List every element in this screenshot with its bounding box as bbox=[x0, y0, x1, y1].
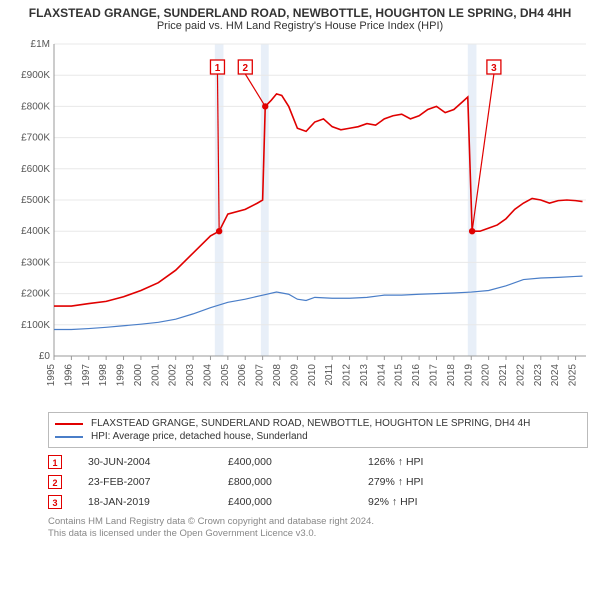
legend-label: FLAXSTEAD GRANGE, SUNDERLAND ROAD, NEWBO… bbox=[91, 418, 581, 429]
footer-attribution: Contains HM Land Registry data © Crown c… bbox=[48, 516, 588, 541]
chart-plot: £0 £100K £200K £300K £400K £500K £600K £700K £80… bbox=[8, 36, 592, 406]
x-axis-tick-label: 2009 bbox=[289, 364, 300, 387]
sale-index-marker: 1 bbox=[48, 455, 62, 469]
sale-row: 2 23-FEB-2007£800,000279% ↑ HPI bbox=[48, 472, 588, 492]
sale-date: 18-JAN-2019 bbox=[88, 492, 228, 512]
sale-row: 3 18-JAN-2019£400,00092% ↑ HPI bbox=[48, 492, 588, 512]
sale-price: £400,000 bbox=[228, 492, 368, 512]
y-axis-tick-label: £200K bbox=[21, 289, 50, 300]
y-axis-tick-label: £0 bbox=[39, 351, 51, 362]
hpi-series bbox=[54, 276, 583, 329]
x-axis-tick-label: 2002 bbox=[168, 364, 179, 387]
chart-container: FLAXSTEAD GRANGE, SUNDERLAND ROAD, NEWBO… bbox=[0, 0, 600, 545]
y-axis-tick-label: £900K bbox=[21, 70, 50, 81]
x-axis-tick-label: 2007 bbox=[255, 364, 266, 387]
y-axis-tick-label: £800K bbox=[21, 101, 50, 112]
x-axis-tick-label: 2008 bbox=[272, 364, 283, 387]
y-axis-tick-label: £600K bbox=[21, 164, 50, 175]
x-axis-tick-label: 1996 bbox=[63, 364, 74, 387]
x-axis-tick-label: 2015 bbox=[394, 364, 405, 387]
x-axis-tick-label: 2017 bbox=[428, 364, 439, 387]
x-axis-tick-label: 2019 bbox=[463, 364, 474, 387]
sale-marker-number: 2 bbox=[243, 63, 249, 74]
chart-subtitle: Price paid vs. HM Land Registry's House … bbox=[8, 20, 592, 32]
sale-hpi-delta: 279% ↑ HPI bbox=[368, 472, 588, 492]
x-axis-tick-label: 2025 bbox=[568, 364, 579, 387]
y-axis-tick-label: £100K bbox=[21, 320, 50, 331]
footer-line-1: Contains HM Land Registry data © Crown c… bbox=[48, 516, 588, 528]
x-axis-tick-label: 2006 bbox=[237, 364, 248, 387]
sales-table: 1 30-JUN-2004£400,000126% ↑ HPI 2 23-FEB-20… bbox=[48, 452, 588, 512]
legend-item: HPI: Average price, detached house, Sund… bbox=[55, 430, 581, 443]
y-axis-tick-label: £400K bbox=[21, 226, 50, 237]
x-axis-tick-label: 2023 bbox=[533, 364, 544, 387]
sale-marker-number: 3 bbox=[491, 63, 497, 74]
sale-date: 23-FEB-2007 bbox=[88, 472, 228, 492]
x-axis-tick-label: 2010 bbox=[307, 364, 318, 387]
x-axis-tick-label: 2022 bbox=[515, 364, 526, 387]
legend-item: FLAXSTEAD GRANGE, SUNDERLAND ROAD, NEWBO… bbox=[55, 417, 581, 430]
x-axis-tick-label: 2012 bbox=[342, 364, 353, 387]
x-axis-tick-label: 1995 bbox=[46, 364, 57, 387]
x-axis-tick-label: 2003 bbox=[185, 364, 196, 387]
x-axis-tick-label: 2018 bbox=[446, 364, 457, 387]
legend-swatch bbox=[55, 423, 83, 425]
sale-index-marker: 2 bbox=[48, 475, 62, 489]
y-axis-tick-label: £300K bbox=[21, 257, 50, 268]
sale-row: 1 30-JUN-2004£400,000126% ↑ HPI bbox=[48, 452, 588, 472]
legend-box: FLAXSTEAD GRANGE, SUNDERLAND ROAD, NEWBO… bbox=[48, 412, 588, 448]
legend-label: HPI: Average price, detached house, Sund… bbox=[91, 431, 581, 442]
sale-hpi-delta: 92% ↑ HPI bbox=[368, 492, 588, 512]
sale-hpi-delta: 126% ↑ HPI bbox=[368, 452, 588, 472]
sale-price: £400,000 bbox=[228, 452, 368, 472]
chart-svg: £0 £100K £200K £300K £400K £500K £600K £700K £80… bbox=[8, 36, 592, 406]
x-axis-tick-label: 2016 bbox=[411, 364, 422, 387]
x-axis-tick-label: 2014 bbox=[376, 364, 387, 387]
sale-price: £800,000 bbox=[228, 472, 368, 492]
x-axis-tick-label: 2013 bbox=[359, 364, 370, 387]
x-axis-tick-label: 2005 bbox=[220, 364, 231, 387]
x-axis-tick-label: 2020 bbox=[481, 364, 492, 387]
footer-line-2: This data is licensed under the Open Gov… bbox=[48, 528, 588, 540]
x-axis-tick-label: 2000 bbox=[133, 364, 144, 387]
sale-index-marker: 3 bbox=[48, 495, 62, 509]
x-axis-tick-label: 2021 bbox=[498, 364, 509, 387]
y-axis-tick-label: £1M bbox=[31, 39, 50, 50]
y-axis-tick-label: £700K bbox=[21, 133, 50, 144]
sale-marker-number: 1 bbox=[215, 63, 221, 74]
y-axis-tick-label: £500K bbox=[21, 195, 50, 206]
x-axis-tick-label: 2001 bbox=[150, 364, 161, 387]
x-axis-tick-label: 2024 bbox=[550, 364, 561, 387]
legend-swatch bbox=[55, 436, 83, 438]
x-axis-tick-label: 2011 bbox=[324, 364, 335, 386]
x-axis-tick-label: 1999 bbox=[116, 364, 127, 387]
x-axis-tick-label: 1998 bbox=[98, 364, 109, 387]
x-axis-tick-label: 1997 bbox=[81, 364, 92, 387]
chart-title: FLAXSTEAD GRANGE, SUNDERLAND ROAD, NEWBO… bbox=[8, 6, 592, 20]
x-axis-tick-label: 2004 bbox=[202, 364, 213, 387]
sale-date: 30-JUN-2004 bbox=[88, 452, 228, 472]
